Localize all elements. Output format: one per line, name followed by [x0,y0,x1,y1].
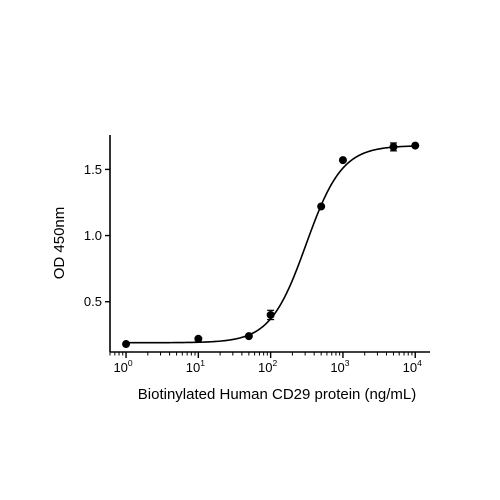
data-point [411,141,420,150]
plot-area: 0.5 1.0 1.5 100 101 102 103 104 [84,135,430,375]
y-tick-label: 0.5 [84,294,102,309]
data-point [266,310,275,319]
data-point [122,340,131,349]
data-point [244,332,253,341]
y-tick-label: 1.0 [84,228,102,243]
x-axis-label: Biotinylated Human CD29 protein (ng/mL) [138,386,416,403]
x-tick-label: 101 [186,358,205,375]
data-point [338,156,347,165]
x-tick-label: 104 [403,358,422,375]
y-tick-label: 1.5 [84,162,102,177]
data-point [194,334,203,343]
x-tick-label: 103 [330,358,349,375]
x-tick-label: 102 [258,358,277,375]
data-point [389,142,398,151]
y-axis-label: OD 450nm [51,207,68,280]
data-point [317,202,326,211]
x-tick-label: 100 [113,358,132,375]
